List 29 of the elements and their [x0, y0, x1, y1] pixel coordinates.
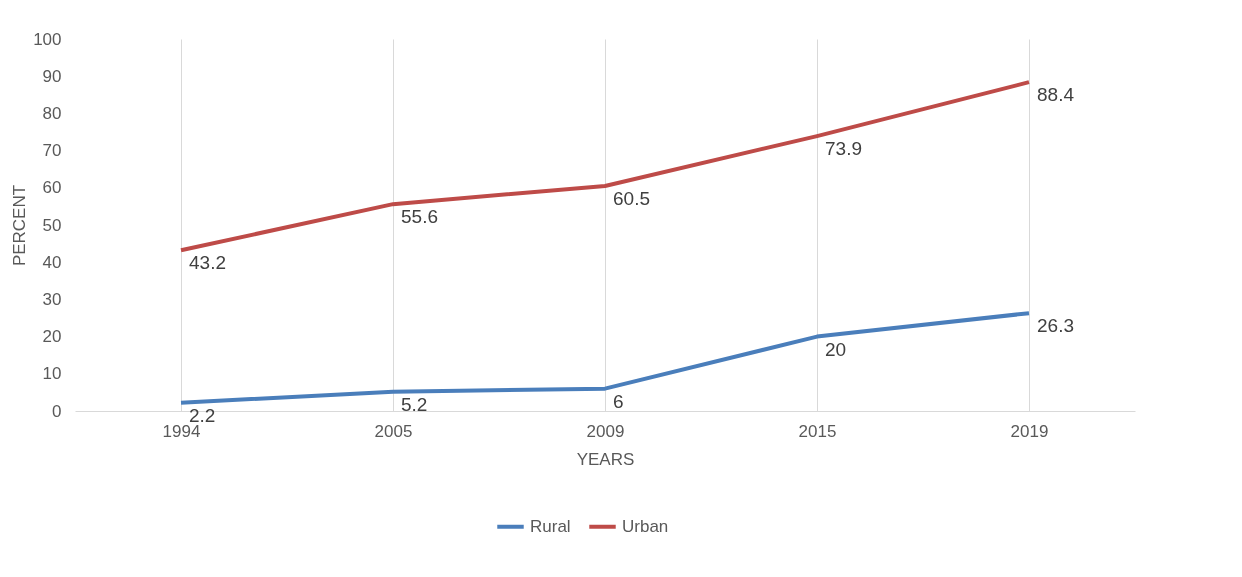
- y-tick-label: 100: [33, 29, 62, 49]
- x-axis-title: YEARS: [576, 449, 635, 469]
- y-axis-title: PERCENT: [10, 184, 30, 267]
- data-label: 60.5: [613, 187, 650, 209]
- data-label: 20: [825, 338, 847, 360]
- y-tick-label: 50: [42, 215, 62, 235]
- y-tick-label: 90: [42, 66, 62, 86]
- legend-label: Rural: [530, 516, 571, 536]
- line-series: [179, 80, 1031, 253]
- y-tick-label: 80: [42, 103, 62, 123]
- y-tick-label: 0: [52, 401, 62, 421]
- y-tick-label: 40: [42, 252, 62, 272]
- legend-label: Urban: [622, 516, 669, 536]
- data-label: 5.2: [401, 393, 428, 415]
- data-label: 55.6: [401, 206, 438, 228]
- x-tick-label: 2015: [798, 421, 837, 441]
- y-tick-label: 10: [42, 364, 62, 384]
- x-tick-label: 2019: [1010, 421, 1049, 441]
- y-tick-label: 60: [42, 178, 62, 198]
- y-tick-label: 70: [42, 141, 62, 161]
- x-tick-label: 2005: [374, 421, 413, 441]
- x-tick-label: 2009: [586, 421, 625, 441]
- data-label: 73.9: [825, 138, 862, 160]
- y-tick-label: 20: [42, 327, 62, 347]
- y-tick-label: 30: [42, 289, 62, 309]
- data-label: 43.2: [189, 252, 226, 274]
- data-label: 6: [613, 390, 624, 412]
- data-label: 88.4: [1037, 84, 1075, 106]
- data-label: 26.3: [1037, 315, 1074, 337]
